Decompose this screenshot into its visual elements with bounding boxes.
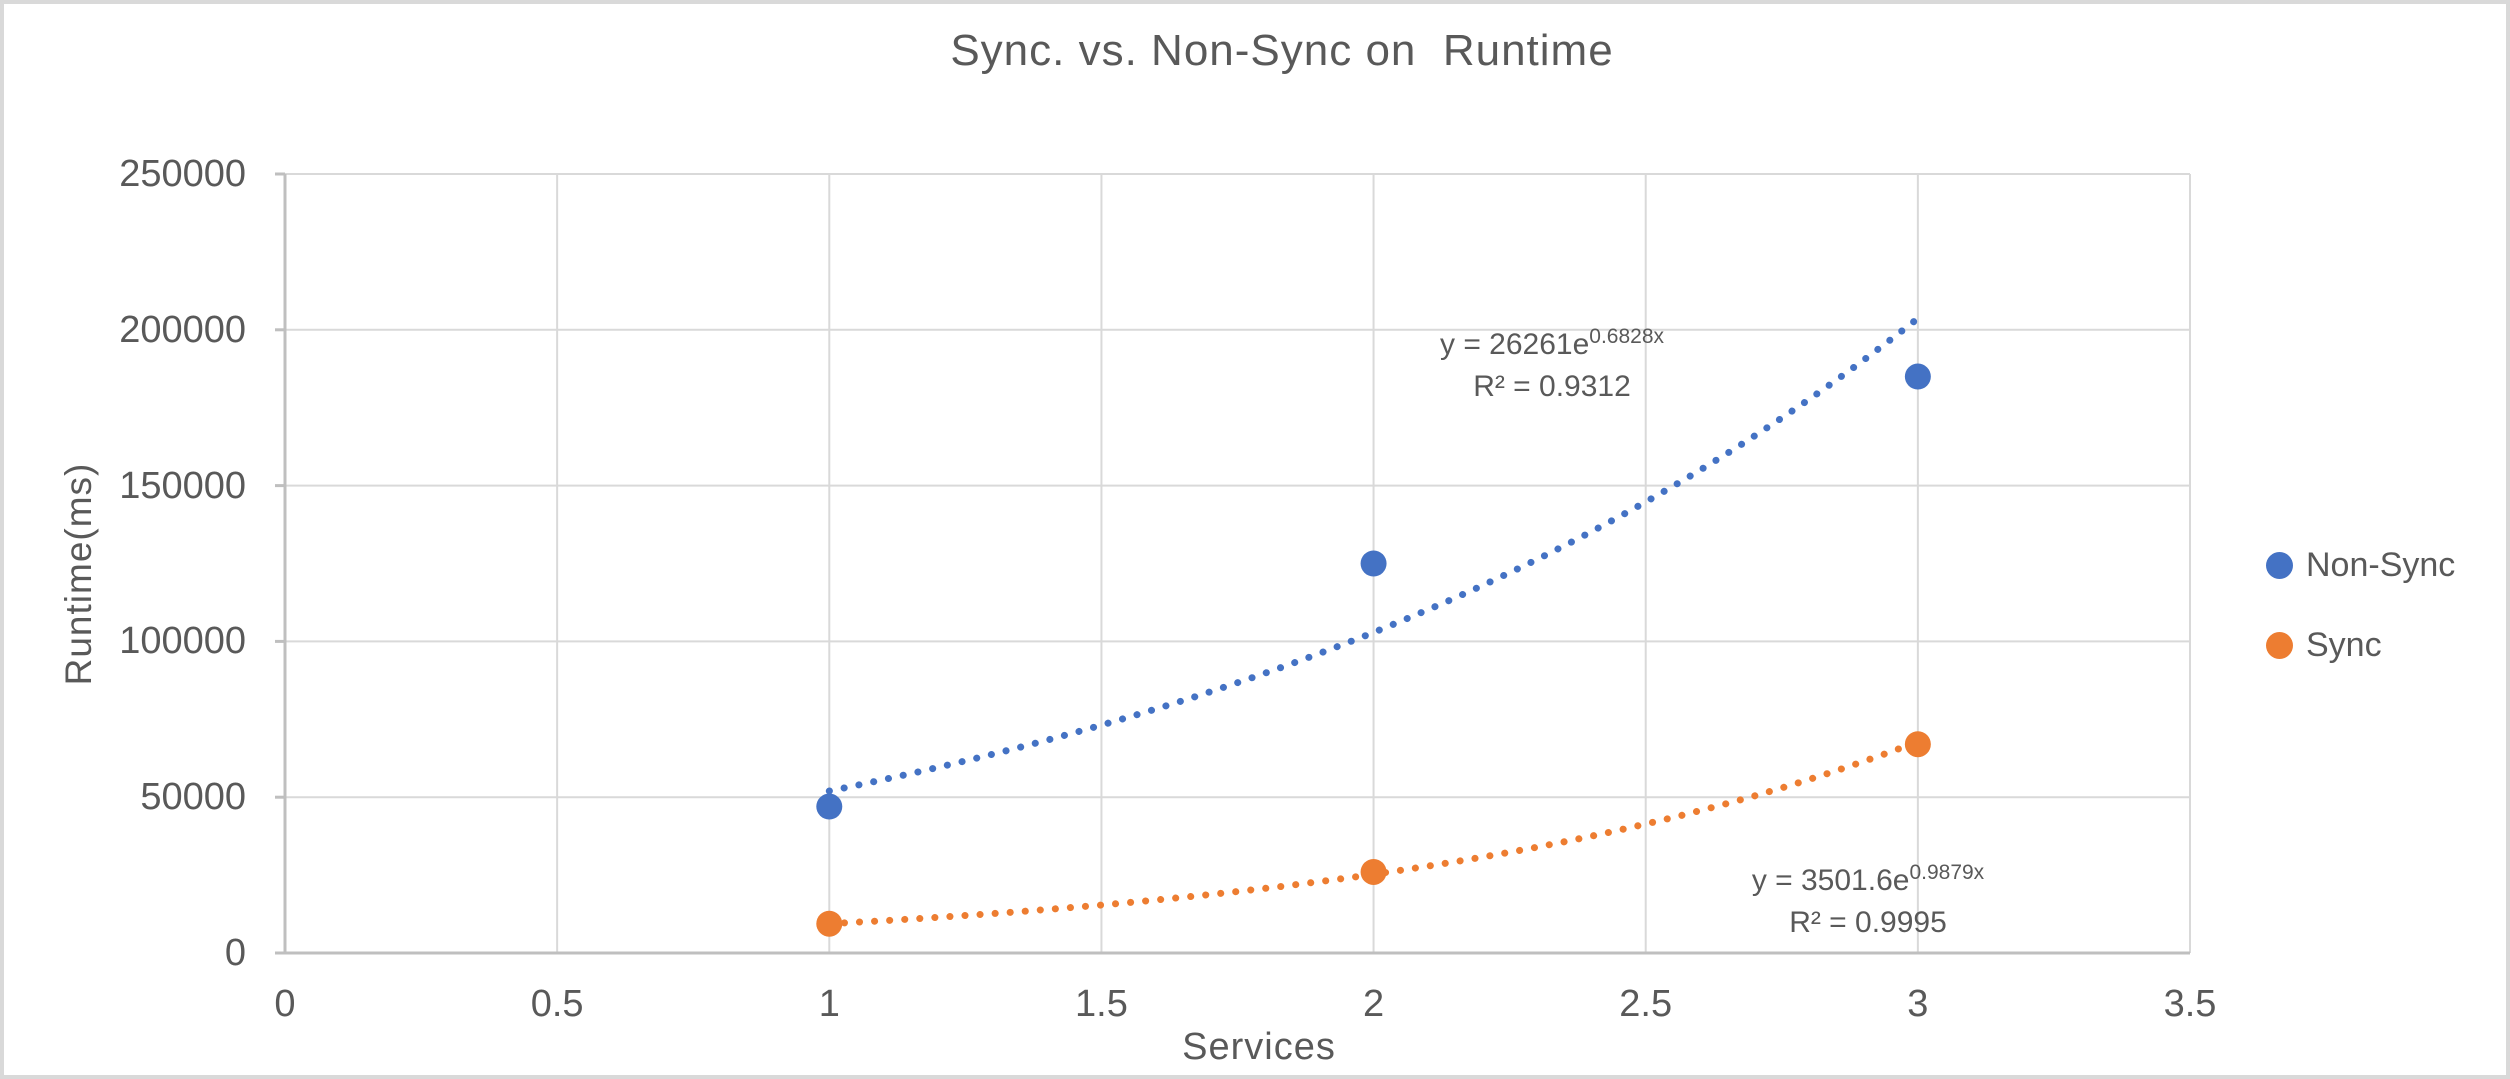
y-tick-label: 150000: [119, 464, 246, 507]
data-point-non-sync: [816, 793, 843, 820]
trendline-r-squared: R² = 0.9312: [1473, 370, 1631, 403]
data-point-sync: [1904, 731, 1931, 758]
chart-title: Sync. vs. Non-Sync on Runtime: [950, 26, 1614, 75]
x-tick-label: 2: [1362, 983, 1385, 1025]
y-tick-label: 0: [224, 932, 246, 974]
trendline-label-sync: y = 3501.6e0.9879x R² = 0.9995: [1752, 852, 1984, 944]
trendline-r-squared: R² = 0.9995: [1789, 906, 1947, 939]
x-tick-label: 3.5: [2163, 983, 2217, 1025]
x-tick-label: 2.5: [1619, 983, 1673, 1025]
y-tick-label: 50000: [140, 776, 246, 819]
legend-label: Sync: [2306, 625, 2382, 664]
legend: Non-Sync Sync: [2266, 540, 2455, 670]
x-axis-title: Services: [1182, 1026, 1336, 1068]
x-tick-label: 1: [818, 983, 840, 1025]
trendline-equation: y = 26261e0.6828x: [1439, 325, 1665, 361]
y-tick-label: 100000: [119, 620, 246, 663]
data-point-sync: [1360, 858, 1387, 885]
legend-item-sync: Sync: [2266, 620, 2455, 670]
legend-marker-icon: [2266, 631, 2293, 659]
legend-marker-icon: [2266, 551, 2293, 579]
data-point-non-sync: [1904, 363, 1931, 390]
data-point-non-sync: [1360, 550, 1387, 577]
plot-area: [275, 172, 2191, 955]
trendline-non-sync: [825, 310, 1927, 795]
data-point-sync: [816, 910, 843, 937]
x-tick-label: 0: [274, 983, 296, 1025]
trendline-label-non-sync: y = 26261e0.6828x R² = 0.9312: [1440, 316, 1664, 408]
y-tick-label: 250000: [119, 153, 246, 195]
y-tick-label: 200000: [119, 308, 246, 351]
x-tick-label: 1.5: [1075, 983, 1128, 1025]
x-tick-label: 0.5: [530, 983, 584, 1025]
trendline-equation: y = 3501.6e0.9879x: [1751, 861, 1985, 897]
legend-label: Non-Sync: [2306, 545, 2456, 584]
legend-item-non-sync: Non-Sync: [2266, 540, 2455, 590]
x-tick-label: 3: [1907, 983, 1929, 1025]
